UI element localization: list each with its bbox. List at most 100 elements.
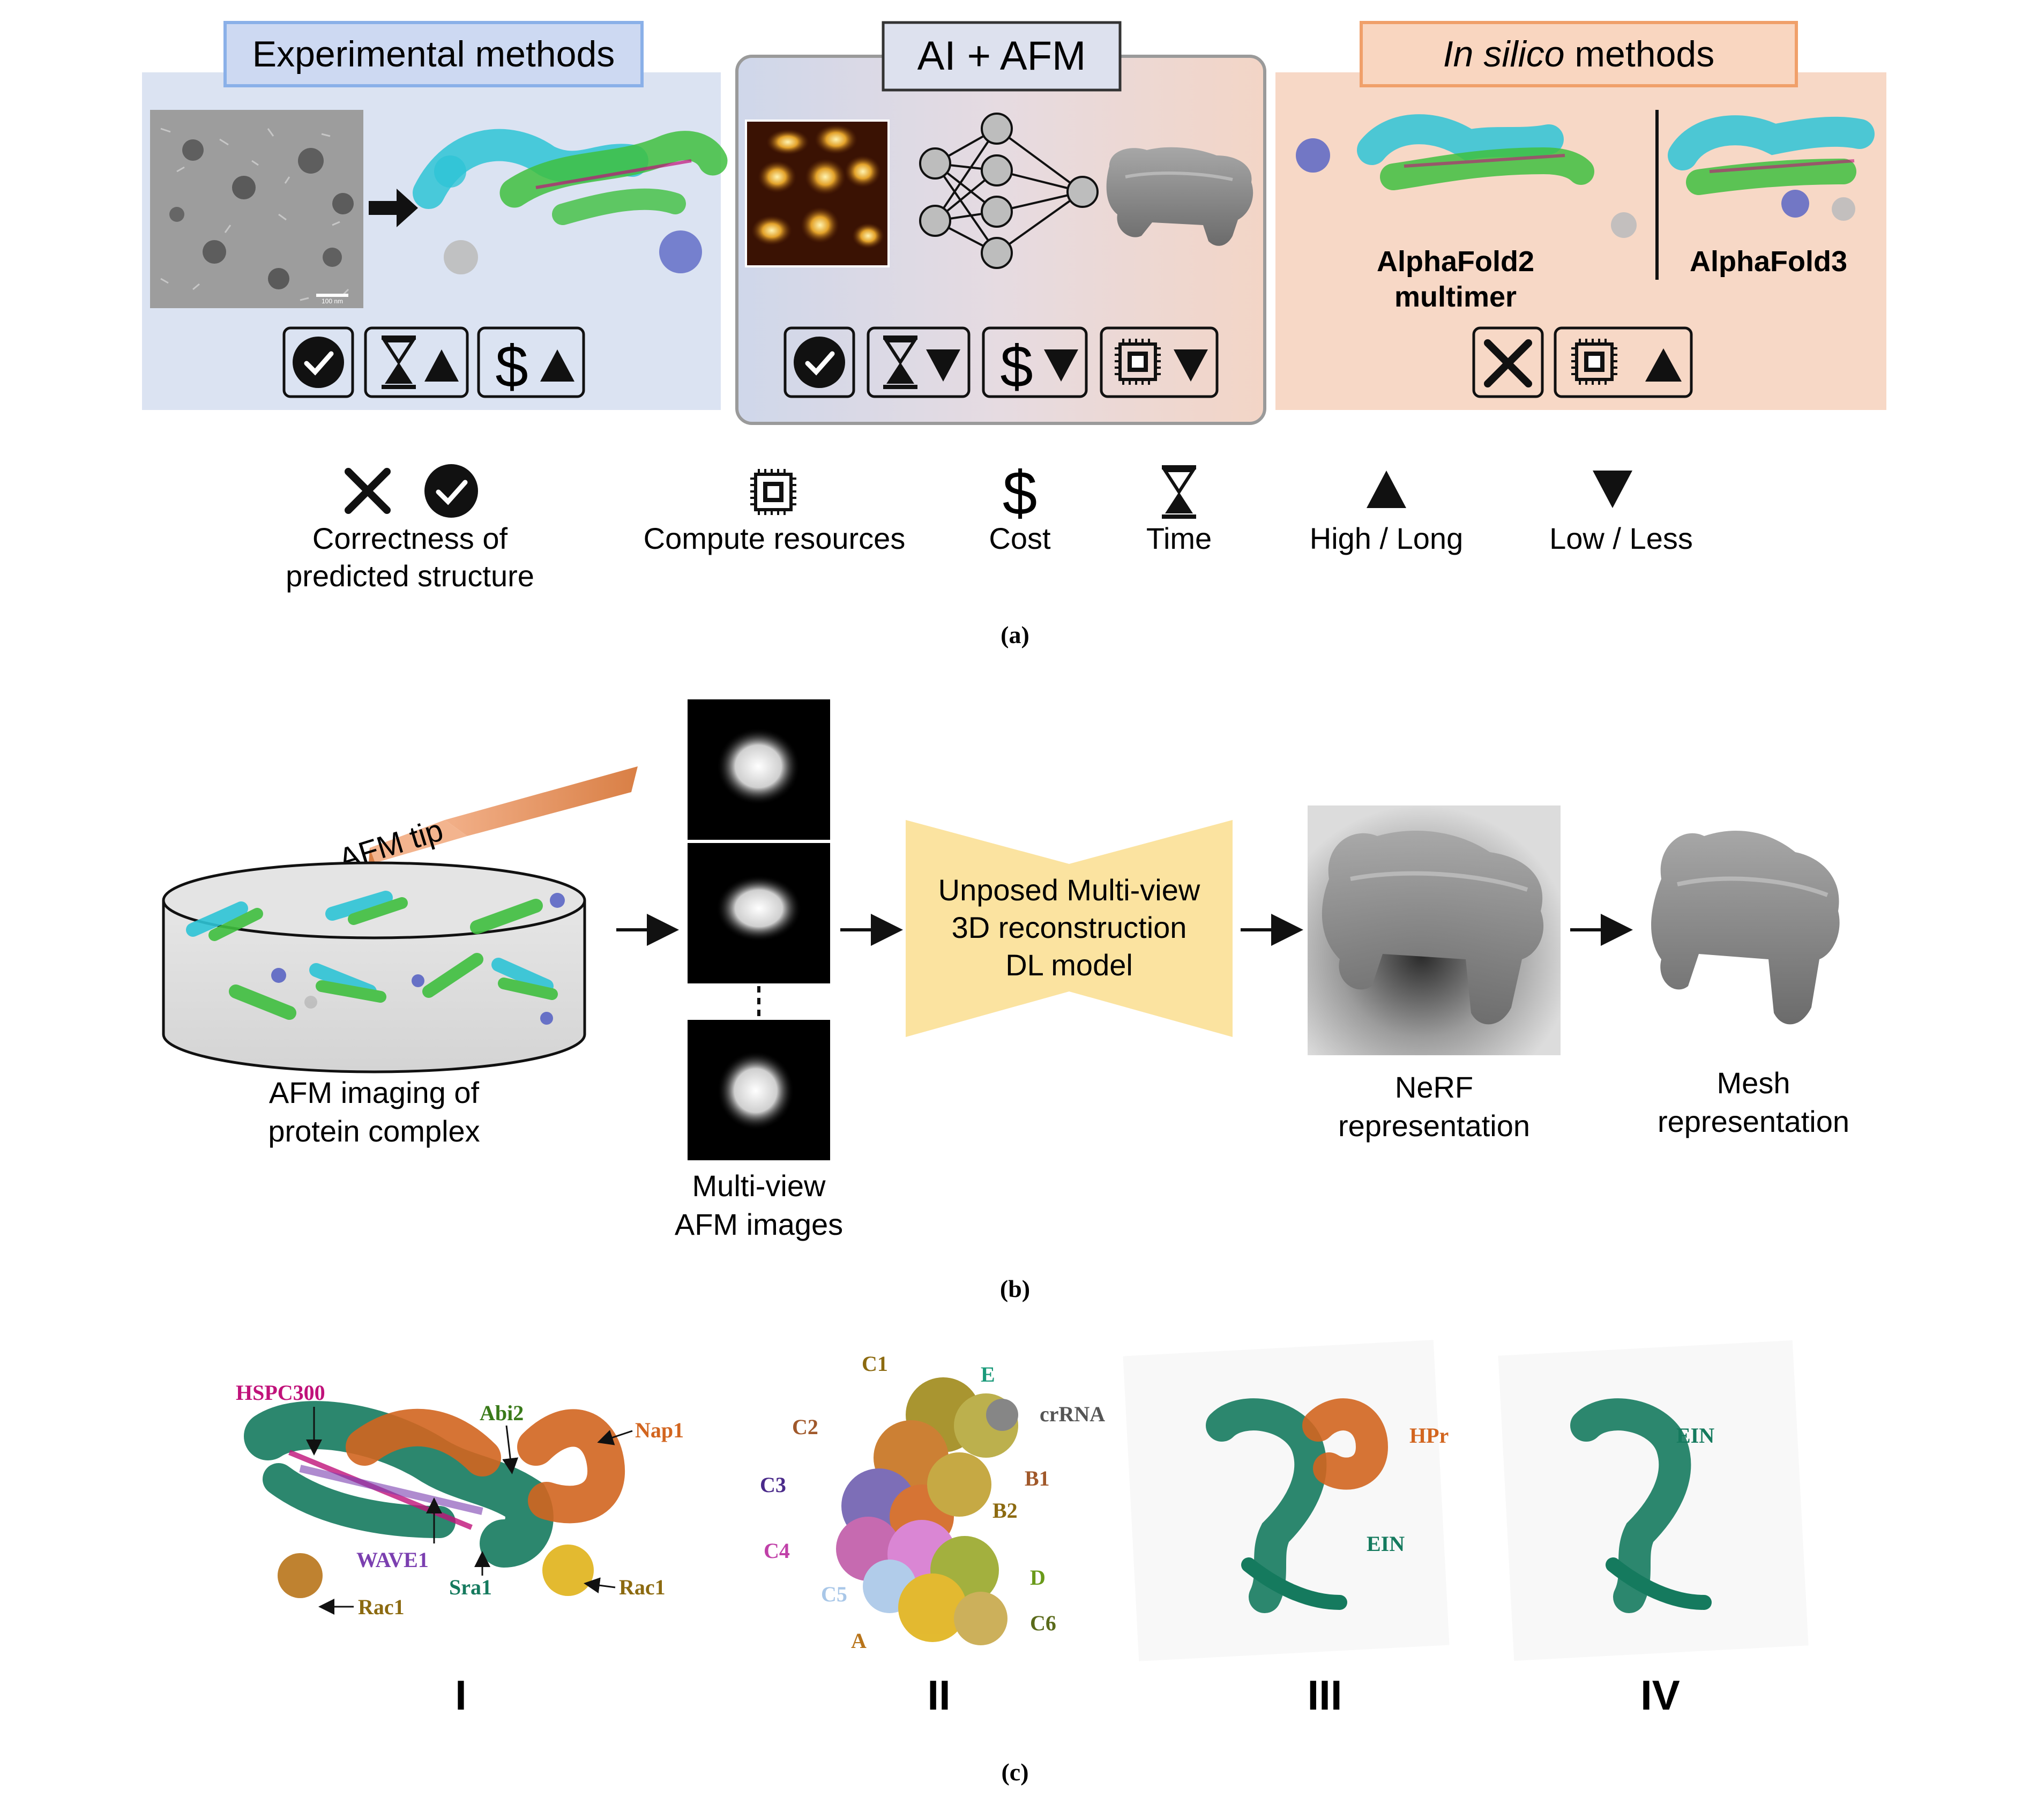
panel-a: Experimental methods 100 nm <box>142 21 1886 648</box>
check-icon <box>794 337 845 388</box>
insilico-correct-badge <box>1472 326 1544 398</box>
em-micrograph: 100 nm <box>150 110 363 308</box>
dollar-icon: $ <box>1003 458 1038 528</box>
numeral-ii: II <box>927 1672 950 1719</box>
in-silico-title-box <box>1360 21 1798 87</box>
exp-correct-badge <box>282 326 354 398</box>
svg-text:100 nm: 100 nm <box>322 297 343 305</box>
mesh-label-1: Mesh <box>1717 1066 1790 1100</box>
label-c6: C6 <box>1030 1611 1056 1635</box>
ai-time-badge <box>867 326 971 398</box>
legend-correctness-1: Correctness of <box>312 521 508 555</box>
insilico-compute-badge <box>1554 326 1693 398</box>
label-b2: B2 <box>992 1498 1018 1523</box>
dl-model-label-2: 3D reconstruction <box>952 911 1187 944</box>
label-c1: C1 <box>862 1352 888 1376</box>
hourglass-icon <box>1162 465 1196 519</box>
label-ein-iv: EIN <box>1676 1423 1714 1448</box>
dollar-icon: $ <box>495 334 528 400</box>
pointer-abi2 <box>502 1425 519 1474</box>
label-c2: C2 <box>792 1415 818 1439</box>
label-sra1: Sra1 <box>449 1575 492 1599</box>
multiview-label-1: Multi-view <box>692 1169 826 1203</box>
hourglass-icon <box>382 335 416 389</box>
numeral-iv: IV <box>1640 1672 1680 1719</box>
afm-height-image <box>745 120 890 267</box>
label-hpr: HPr <box>1409 1423 1449 1448</box>
low-triangle-icon <box>926 349 960 382</box>
cross-icon <box>1484 339 1532 387</box>
multiview-label-2: AFM images <box>675 1207 843 1241</box>
legend-low: Low / Less <box>1549 521 1693 555</box>
label-c3: C3 <box>760 1473 786 1497</box>
alphafold3-structure <box>1668 115 1875 221</box>
alphafold2-label-2: multimer <box>1394 281 1517 313</box>
dl-model-label-1: Unposed Multi-view <box>938 873 1200 907</box>
low-triangle-icon <box>1174 349 1208 382</box>
nerf-render <box>1308 805 1561 1055</box>
cross-icon <box>345 468 391 514</box>
dollar-icon: $ <box>1000 334 1033 400</box>
chip-icon <box>750 469 796 515</box>
ai-correct-badge <box>783 326 855 398</box>
panel-c: HSPC300 Abi2 Nap1 WAVE1 Sra1 Rac1 Rac1 I <box>236 1340 1809 1786</box>
ai-compute-badge <box>1100 326 1219 398</box>
ai-afm-title: AI + AFM <box>917 33 1086 79</box>
label-b1: B1 <box>1025 1466 1050 1490</box>
alphafold2-label-1: AlphaFold2 <box>1377 245 1534 278</box>
chip-icon <box>1115 339 1161 385</box>
caption-b: (b) <box>1000 1275 1030 1302</box>
dl-model-block <box>906 820 1233 1037</box>
afm-imaging-label-1: AFM imaging of <box>269 1076 480 1109</box>
check-icon <box>424 464 478 518</box>
legend-cost: Cost <box>989 521 1051 555</box>
neural-network-icon <box>919 113 1099 269</box>
hourglass-icon <box>883 335 917 389</box>
legend-correctness-2: predicted structure <box>286 559 534 593</box>
label-hspc300: HSPC300 <box>236 1381 325 1405</box>
low-triangle-icon <box>1044 349 1078 382</box>
in-silico-indicators <box>1472 326 1693 398</box>
label-rac1-left: Rac1 <box>358 1595 405 1619</box>
dl-model-label-3: DL model <box>1005 948 1133 982</box>
reconstructed-mesh-small <box>1106 147 1253 246</box>
exp-time-badge <box>364 326 469 398</box>
ai-cost-badge <box>982 326 1088 398</box>
label-d: D <box>1030 1565 1046 1590</box>
mesh-label-2: representation <box>1658 1105 1849 1138</box>
label-nap1: Nap1 <box>635 1418 684 1442</box>
experimental-title: Experimental methods <box>252 34 615 74</box>
caption-c: (c) <box>1001 1758 1028 1786</box>
afm-imaging-label-2: protein complex <box>268 1114 480 1148</box>
label-e: E <box>981 1362 995 1386</box>
pointer-rac1-right <box>584 1577 616 1594</box>
high-triangle-icon <box>1645 348 1682 382</box>
experimental-indicators: $ <box>282 326 585 400</box>
structure-iii <box>1123 1340 1450 1661</box>
numeral-i: I <box>455 1672 467 1719</box>
chip-icon <box>1571 339 1617 385</box>
legend-time: Time <box>1146 521 1212 555</box>
experimental-arrow <box>369 189 418 227</box>
in-silico-title: In silico methods <box>1443 34 1714 74</box>
ai-afm-title-box <box>882 21 1122 92</box>
high-triangle-icon <box>424 349 459 382</box>
experimental-protein-structure <box>413 129 728 274</box>
nerf-label-2: representation <box>1338 1109 1530 1143</box>
high-triangle-icon <box>1367 471 1406 508</box>
high-triangle-icon <box>540 349 574 382</box>
structure-iv <box>1498 1340 1809 1661</box>
check-icon <box>293 337 344 388</box>
label-a: A <box>851 1629 867 1653</box>
label-crrna: crRNA <box>1040 1402 1105 1426</box>
nerf-label-1: NeRF <box>1395 1070 1473 1104</box>
label-abi2: Abi2 <box>480 1401 524 1425</box>
label-wave1: WAVE1 <box>356 1548 429 1572</box>
legend: Correctness of predicted structure Compu… <box>286 458 1693 593</box>
ai-afm-indicators: $ <box>783 326 1219 400</box>
structure-ii <box>836 1377 1018 1645</box>
label-ein-iii: EIN <box>1367 1532 1405 1556</box>
experimental-title-box <box>223 21 644 87</box>
label-c4: C4 <box>764 1539 790 1563</box>
